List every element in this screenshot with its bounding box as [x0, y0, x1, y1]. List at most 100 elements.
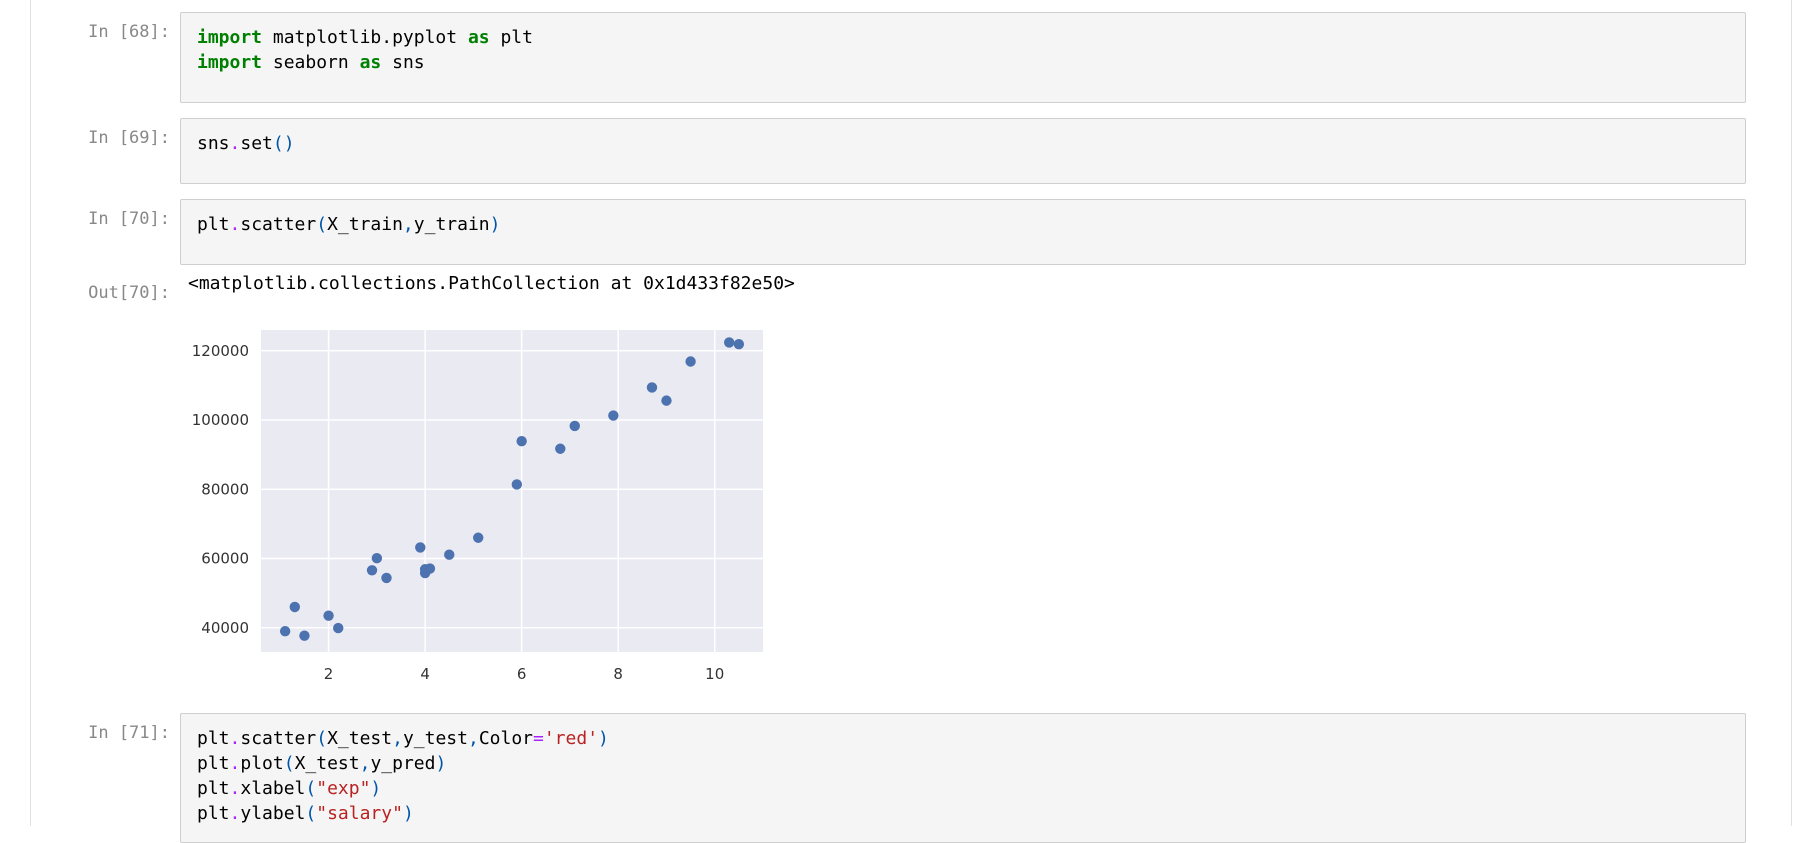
code-token: scatter — [240, 214, 317, 235]
output-text: <matplotlib.collections.PathCollection a… — [188, 273, 795, 294]
y-tick-label: 120000 — [192, 342, 249, 360]
scatter-point — [685, 356, 696, 367]
code-token: . — [229, 214, 241, 235]
cell-prompt-69: In [69]: — [88, 128, 170, 148]
scatter-point — [424, 563, 436, 574]
output-prompt-70: Out[70]: — [88, 283, 170, 303]
code-line: plt.scatter(X_test,y_test,Color='red') — [197, 726, 1729, 751]
code-token: 'red' — [543, 728, 599, 749]
code-token: , — [359, 753, 371, 774]
code-token: ( — [305, 803, 317, 824]
code-token: xlabel — [240, 778, 306, 799]
scatter-point — [415, 542, 426, 553]
code-token: plt — [197, 803, 230, 824]
scatter-point — [323, 610, 334, 621]
x-tick-label: 10 — [705, 665, 724, 683]
y-tick-label: 100000 — [192, 411, 249, 429]
scatter-point — [724, 337, 735, 348]
code-line: plt.scatter(X_train,y_train) — [197, 212, 1729, 237]
code-token: y_test — [402, 728, 468, 749]
code-token: plt — [197, 778, 230, 799]
code-token: , — [467, 728, 479, 749]
scatter-point — [444, 549, 455, 560]
x-tick-label: 4 — [420, 665, 430, 683]
code-token: plt — [197, 728, 230, 749]
scatter-point — [279, 626, 291, 637]
code-token: plt — [489, 27, 533, 48]
code-token: y_pred — [370, 753, 436, 774]
code-token: = — [533, 728, 544, 749]
code-cell-68[interactable]: import matplotlib.pyplot as plt import se… — [180, 12, 1746, 103]
code-token: ) — [435, 753, 447, 774]
scatter-point — [661, 395, 672, 406]
scatter-point — [473, 532, 484, 543]
code-token: ylabel — [240, 803, 306, 824]
scatter-point — [516, 435, 527, 447]
scatter-chart: 2 4 6 8 10 40000 60000 80000 100000 120000 — [192, 330, 763, 683]
scatter-point — [733, 338, 745, 350]
scatter-point — [289, 601, 300, 613]
code-token: scatter — [240, 728, 317, 749]
scatter-point — [333, 622, 344, 634]
y-tick-label: 80000 — [201, 480, 249, 498]
code-token: ( — [316, 214, 328, 235]
x-tick-label: 6 — [517, 665, 527, 683]
code-token: sns — [197, 133, 230, 154]
scatter-point — [646, 382, 658, 393]
plot-area — [261, 330, 763, 652]
code-token: X_train — [327, 214, 403, 235]
code-token: , — [392, 728, 403, 749]
x-tick-label: 8 — [613, 665, 623, 683]
code-token: . — [229, 803, 241, 824]
cell-prompt-71: In [71]: — [88, 723, 170, 743]
code-token: . — [229, 778, 241, 799]
code-token: "salary" — [316, 803, 403, 824]
code-token: Color — [478, 728, 533, 749]
code-token: set — [240, 133, 273, 154]
code-token: plot — [240, 753, 284, 774]
code-line: plt.plot(X_test,y_pred) — [197, 751, 1729, 776]
code-token: plt — [197, 753, 230, 774]
code-token: seaborn — [262, 52, 360, 73]
code-token: . — [229, 753, 241, 774]
code-token: , — [402, 214, 414, 235]
code-token: () — [272, 133, 295, 154]
code-token: as — [467, 27, 490, 48]
code-token: matplotlib.pyplot — [262, 27, 468, 48]
code-line: import matplotlib.pyplot as plt — [197, 25, 1729, 50]
code-token: ( — [316, 728, 328, 749]
scatter-point — [366, 565, 378, 576]
code-cell-70[interactable]: plt.scatter(X_train,y_train) — [180, 199, 1746, 265]
code-line: plt.xlabel("exp") — [197, 776, 1729, 801]
code-token: ) — [489, 214, 501, 235]
code-token: ) — [402, 803, 414, 824]
code-token: . — [229, 133, 241, 154]
code-token: import — [197, 27, 263, 48]
code-token: as — [359, 52, 382, 73]
code-line: sns.set() — [197, 131, 1729, 156]
y-tick-label: 60000 — [201, 550, 249, 568]
code-cell-71[interactable]: plt.scatter(X_test,y_test,Color='red') pl… — [180, 713, 1746, 843]
code-token: "exp" — [316, 778, 371, 799]
code-token: sns — [381, 52, 425, 73]
code-line: import seaborn as sns — [197, 50, 1729, 75]
scatter-point — [371, 552, 383, 564]
code-token: . — [229, 728, 241, 749]
code-token: ( — [305, 778, 317, 799]
scatter-point — [299, 630, 310, 641]
cell-prompt-68: In [68]: — [88, 22, 170, 42]
code-cell-69[interactable]: sns.set() — [180, 118, 1746, 184]
code-token: import — [197, 52, 263, 73]
y-tick-label: 40000 — [201, 619, 249, 637]
code-token: ) — [370, 778, 382, 799]
scatter-point — [381, 572, 392, 584]
scatter-point — [555, 443, 566, 454]
code-token: y_train — [413, 214, 490, 235]
cell-prompt-70: In [70]: — [88, 209, 170, 229]
code-token: X_test — [327, 728, 393, 749]
code-token: ) — [598, 728, 609, 749]
code-token: ( — [283, 753, 295, 774]
code-token: plt — [197, 214, 230, 235]
scatter-point — [511, 479, 523, 490]
code-line: plt.ylabel("salary") — [197, 801, 1729, 826]
